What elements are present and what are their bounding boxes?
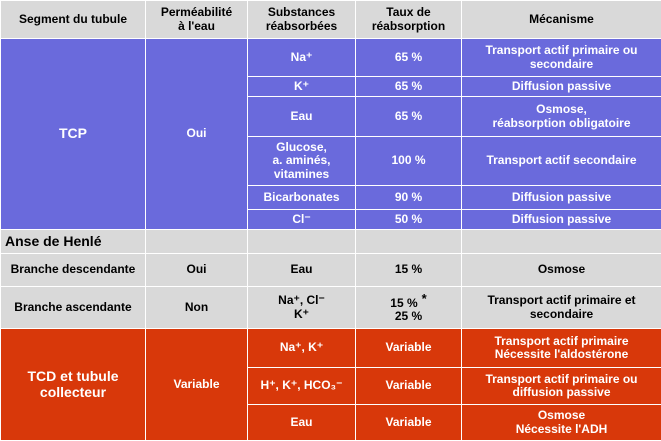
henle-descendante-segment: Branche descendante <box>1 254 146 287</box>
henle-title: Anse de Henlé <box>1 230 146 254</box>
table-row: TCP Oui Na⁺ 65 % Transport actif primair… <box>1 39 661 77</box>
substance-cell: Na⁺ <box>248 39 356 77</box>
taux-cell: 65 % <box>356 77 462 97</box>
mecanisme-cell: Diffusion passive <box>462 77 661 97</box>
header-segment: Segment du tubule <box>1 1 146 39</box>
empty-cell <box>356 230 462 254</box>
taux-cell: 15 % * 25 % <box>356 287 462 329</box>
mecanisme-cell: Osmose Nécessite l'ADH <box>462 405 661 441</box>
mecanisme-cell: Diffusion passive <box>462 186 661 210</box>
table-row: TCD et tubule collecteur Variable Na⁺, K… <box>1 329 661 368</box>
henle-ascendante-segment: Branche ascendante <box>1 287 146 329</box>
table-row: Branche ascendante Non Na⁺, Cl⁻ K⁺ 15 % *… <box>1 287 661 329</box>
empty-cell <box>248 230 356 254</box>
mecanisme-cell: Transport actif primaire ou diffusion pa… <box>462 368 661 405</box>
mecanisme-cell: Osmose <box>462 254 661 287</box>
substance-cell: Glucose, a. aminés, vitamines <box>248 137 356 186</box>
tcd-permeabilite: Variable <box>146 329 248 441</box>
taux-cell: Variable <box>356 368 462 405</box>
tcp-permeabilite: Oui <box>146 39 248 230</box>
mecanisme-cell: Osmose, réabsorption obligatoire <box>462 97 661 137</box>
substance-cell: Eau <box>248 97 356 137</box>
mecanisme-cell: Diffusion passive <box>462 210 661 230</box>
taux-cell: Variable <box>356 405 462 441</box>
empty-cell <box>146 230 248 254</box>
table-row: Branche descendante Oui Eau 15 % Osmose <box>1 254 661 287</box>
substance-cell: K⁺ <box>248 77 356 97</box>
empty-cell <box>462 230 661 254</box>
taux-cell: Variable <box>356 329 462 368</box>
mecanisme-cell: Transport actif primaire Nécessite l'ald… <box>462 329 661 368</box>
tcd-segment: TCD et tubule collecteur <box>1 329 146 441</box>
substance-cell: Na⁺, Cl⁻ K⁺ <box>248 287 356 329</box>
mecanisme-cell: Transport actif primaire et secondaire <box>462 287 661 329</box>
mecanisme-cell: Transport actif secondaire <box>462 137 661 186</box>
henle-title-row: Anse de Henlé <box>1 230 661 254</box>
taux-cell: 15 % <box>356 254 462 287</box>
taux-cell: 65 % <box>356 97 462 137</box>
substance-cell: H⁺, K⁺, HCO₃⁻ <box>248 368 356 405</box>
henle-descendante-permeabilite: Oui <box>146 254 248 287</box>
substance-cell: Cl⁻ <box>248 210 356 230</box>
taux-cell: 90 % <box>356 186 462 210</box>
substance-cell: Na⁺, K⁺ <box>248 329 356 368</box>
henle-ascendante-permeabilite: Non <box>146 287 248 329</box>
tcp-segment: TCP <box>1 39 146 230</box>
header-substances: Substances réabsorbées <box>248 1 356 39</box>
taux-value: 15 % <box>390 296 417 310</box>
asterisk-note: * <box>422 291 427 306</box>
header-mecanisme: Mécanisme <box>462 1 661 39</box>
taux-value: 25 % <box>395 309 422 323</box>
header-permeabilite: Perméabilité à l'eau <box>146 1 248 39</box>
taux-cell: 50 % <box>356 210 462 230</box>
taux-cell: 65 % <box>356 39 462 77</box>
substance-cell: Bicarbonates <box>248 186 356 210</box>
header-row: Segment du tubule Perméabilité à l'eau S… <box>1 1 661 39</box>
header-taux: Taux de réabsorption <box>356 1 462 39</box>
mecanisme-cell: Transport actif primaire ou secondaire <box>462 39 661 77</box>
substance-cell: Eau <box>248 254 356 287</box>
taux-cell: 100 % <box>356 137 462 186</box>
substance-cell: Eau <box>248 405 356 441</box>
